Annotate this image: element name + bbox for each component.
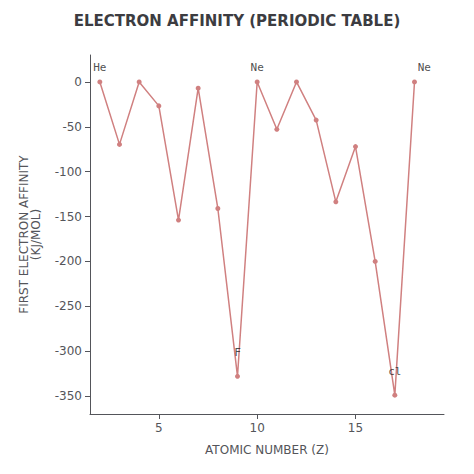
svg-text:0: 0 [74,75,82,89]
svg-text:-200: -200 [55,254,82,268]
svg-text:-150: -150 [55,210,82,224]
svg-text:15: 15 [348,421,363,435]
svg-text:-250: -250 [55,299,82,313]
svg-text:-50: -50 [62,120,82,134]
svg-text:10: 10 [250,421,265,435]
svg-text:cl: cl [388,365,401,378]
svg-text:5: 5 [155,421,163,435]
svg-text:ATOMIC NUMBER (Z): ATOMIC NUMBER (Z) [205,443,329,457]
svg-text:He: He [93,61,106,74]
svg-text:Ne: Ne [418,61,431,74]
svg-text:Ne: Ne [251,61,264,74]
svg-text:F: F [234,346,241,359]
svg-text:FIRST ELECTRON AFFINITY: FIRST ELECTRON AFFINITY [17,155,31,314]
svg-text:-100: -100 [55,165,82,179]
svg-text:-300: -300 [55,344,82,358]
svg-text:ELECTRON AFFINITY (PERIODIC TA: ELECTRON AFFINITY (PERIODIC TABLE) [74,12,401,30]
svg-text:-350: -350 [55,389,82,403]
svg-text:(KJ/MOL): (KJ/MOL) [29,209,43,260]
